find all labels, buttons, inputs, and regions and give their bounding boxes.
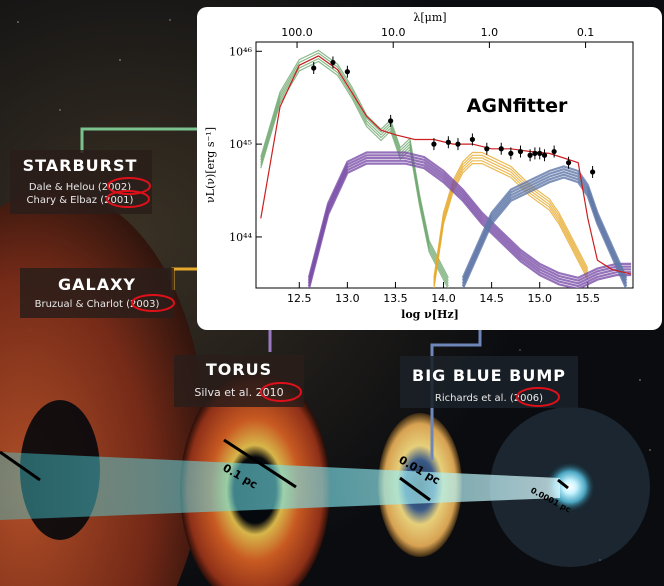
- starburst-ref-1: Dale & Helou (2002): [29, 182, 131, 193]
- torus-title: TORUS: [206, 360, 272, 379]
- axis-ticks: 12.5 13.0 13.5 14.0 14.5 15.0 15.5 100.0 10.0 1.0…: [229, 26, 600, 305]
- data-point: [590, 169, 596, 175]
- data-point: [469, 136, 475, 143]
- x-axis-label: log ν[Hz]: [401, 308, 459, 321]
- series-big-blue-bump: [461, 170, 628, 284]
- series-big-blue-bump: [461, 173, 628, 287]
- scale-bar-torus: [223, 438, 297, 489]
- data-point: [551, 148, 557, 155]
- data-point: [330, 59, 336, 66]
- galaxy-ref: Bruzual & Charlot (2003): [35, 299, 160, 310]
- galaxy-title: GALAXY: [58, 275, 136, 294]
- year-circle: [107, 177, 151, 195]
- x2-tick-label: 1.0: [481, 26, 499, 39]
- y-tick-label: 10⁴⁴: [229, 231, 252, 244]
- data-point: [311, 65, 317, 71]
- data-point: [431, 141, 437, 147]
- y-tick-label: 10⁴⁶: [229, 45, 252, 58]
- data-point: [508, 150, 514, 156]
- sed-curves: [260, 49, 632, 288]
- data-point: [517, 148, 524, 155]
- x-tick-label: 15.0: [527, 292, 552, 305]
- year-circle: [516, 387, 560, 407]
- x2-tick-label: 100.0: [281, 26, 313, 39]
- data-point: [541, 152, 548, 158]
- year-circle: [260, 382, 302, 402]
- data-point: [537, 150, 543, 156]
- series-torus: [307, 151, 632, 279]
- x-tick-label: 12.5: [287, 292, 312, 305]
- scale-bar-core: [557, 478, 569, 490]
- series-big-blue-bump: [461, 165, 628, 279]
- x-tick-label: 15.5: [576, 292, 601, 305]
- series-total: [260, 55, 632, 275]
- central-engine: [544, 461, 596, 513]
- torus-label: TORUS Silva et al. 2010: [174, 355, 304, 407]
- data-point: [484, 146, 490, 152]
- data-point: [565, 160, 572, 166]
- series-galaxy: [433, 151, 589, 278]
- starburst-label: STARBURST Dale & Helou (2002) Chary & El…: [10, 150, 152, 214]
- chart-title: AGNfitter: [467, 95, 568, 117]
- data-point: [532, 150, 538, 156]
- series-torus: [307, 154, 632, 282]
- bbb-title: BIG BLUE BUMP: [412, 366, 566, 385]
- x-tick-label: 13.0: [335, 292, 360, 305]
- y-axis-label: νL(ν)[erg s⁻¹]: [204, 127, 217, 203]
- data-point: [344, 69, 350, 75]
- bbb-label: BIG BLUE BUMP Richards et al. (2006): [400, 356, 578, 408]
- galaxy-label: GALAXY Bruzual & Charlot (2003): [20, 268, 175, 318]
- starburst-title: STARBURST: [23, 156, 138, 175]
- data-point: [498, 146, 504, 152]
- jet: [0, 452, 560, 520]
- x2-tick-label: 0.1: [577, 26, 595, 39]
- data-points: [311, 56, 596, 178]
- data-point: [527, 152, 533, 158]
- torus-ref: Silva et al. 2010: [194, 386, 283, 399]
- year-circle: [131, 294, 175, 312]
- series-galaxy: [433, 154, 589, 281]
- series-starburst: [260, 49, 449, 279]
- bbb-ref: Richards et al. (2006): [435, 393, 543, 404]
- x-tick-label: 14.0: [431, 292, 456, 305]
- x-tick-label: 14.5: [479, 292, 504, 305]
- x-tick-label: 13.5: [383, 292, 408, 305]
- y-tick-label: 10⁴⁵: [229, 138, 252, 151]
- data-point: [455, 141, 461, 147]
- sed-chart-panel: 12.5 13.0 13.5 14.0 14.5 15.0 15.5 100.0 10.0 1.0…: [197, 7, 662, 330]
- series-big-blue-bump: [461, 168, 628, 282]
- year-circle: [106, 190, 150, 208]
- series-torus: [307, 156, 632, 285]
- x2-tick-label: 10.0: [381, 26, 406, 39]
- x2-axis-label: λ[μm]: [413, 11, 446, 24]
- starburst-ref-2: Chary & Elbaz (2001): [27, 195, 134, 206]
- plot-frame: [255, 41, 634, 289]
- data-point: [445, 139, 451, 145]
- scale-bar-disk: [399, 476, 431, 502]
- data-point: [388, 118, 394, 124]
- series-torus: [307, 159, 632, 288]
- curves-clipped: [260, 49, 632, 288]
- scale-bar-galaxy: [0, 450, 41, 482]
- series-torus: [307, 162, 632, 288]
